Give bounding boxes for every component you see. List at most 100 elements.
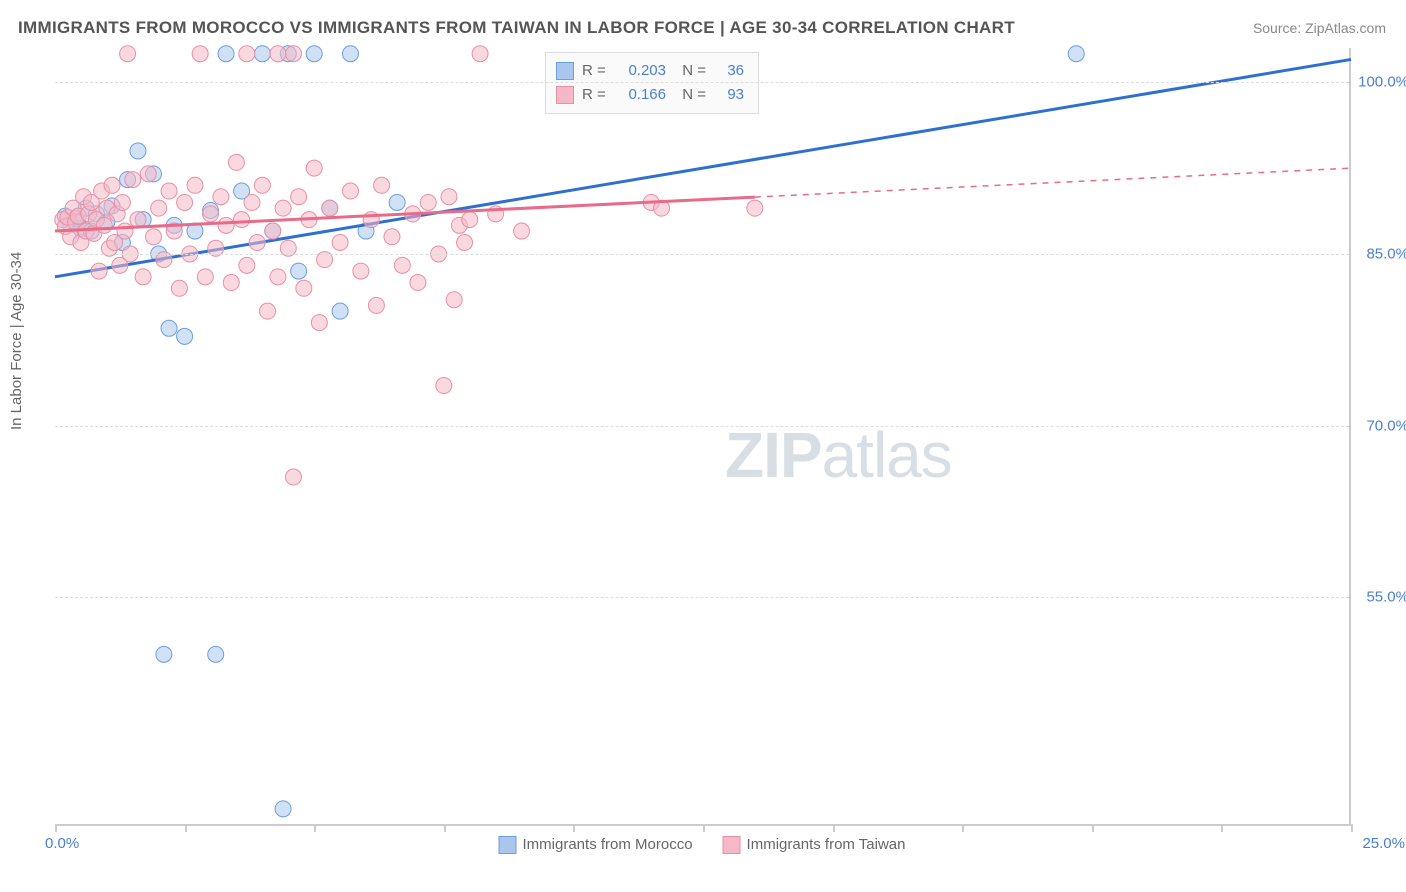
data-point-morocco xyxy=(332,303,348,319)
legend-row-taiwan: R = 0.166 N = 93 xyxy=(556,83,744,107)
swatch-morocco-icon xyxy=(499,836,517,854)
data-point-taiwan xyxy=(265,223,281,239)
data-point-taiwan xyxy=(228,154,244,170)
plot-svg xyxy=(55,48,1349,824)
data-point-taiwan xyxy=(125,172,141,188)
n-label: N = xyxy=(674,59,706,83)
data-point-taiwan xyxy=(514,223,530,239)
data-point-morocco xyxy=(218,46,234,62)
y-tick-label: 55.0% xyxy=(1366,589,1406,606)
data-point-taiwan xyxy=(322,200,338,216)
r-value-taiwan: 0.166 xyxy=(616,83,666,107)
data-point-taiwan xyxy=(91,263,107,279)
data-point-morocco xyxy=(275,801,291,817)
data-point-taiwan xyxy=(332,235,348,251)
x-tick xyxy=(573,824,575,832)
legend-item-morocco: Immigrants from Morocco xyxy=(499,836,693,854)
data-point-taiwan xyxy=(291,189,307,205)
data-point-morocco xyxy=(254,46,270,62)
data-point-taiwan xyxy=(161,183,177,199)
data-point-morocco xyxy=(177,328,193,344)
gridline xyxy=(55,597,1349,598)
data-point-taiwan xyxy=(117,223,133,239)
data-point-taiwan xyxy=(394,257,410,273)
n-label: N = xyxy=(674,83,706,107)
swatch-taiwan-icon xyxy=(723,836,741,854)
trend-line-dashed-taiwan xyxy=(755,168,1351,197)
data-point-taiwan xyxy=(410,275,426,291)
data-point-taiwan xyxy=(306,160,322,176)
swatch-morocco xyxy=(556,62,574,80)
legend-label-morocco: Immigrants from Morocco xyxy=(523,836,693,853)
data-point-taiwan xyxy=(203,206,219,222)
data-point-taiwan xyxy=(244,194,260,210)
data-point-taiwan xyxy=(96,217,112,233)
data-point-taiwan xyxy=(374,177,390,193)
data-point-taiwan xyxy=(218,217,234,233)
r-label: R = xyxy=(582,83,608,107)
data-point-morocco xyxy=(389,194,405,210)
series-legend: Immigrants from Morocco Immigrants from … xyxy=(499,836,906,854)
data-point-taiwan xyxy=(135,269,151,285)
x-tick xyxy=(962,824,964,832)
data-point-taiwan xyxy=(239,46,255,62)
data-point-morocco xyxy=(306,46,322,62)
data-point-taiwan xyxy=(114,194,130,210)
data-point-morocco xyxy=(130,143,146,159)
x-tick xyxy=(444,824,446,832)
data-point-taiwan xyxy=(171,280,187,296)
data-point-taiwan xyxy=(104,177,120,193)
data-point-taiwan xyxy=(254,177,270,193)
data-point-taiwan xyxy=(234,212,250,228)
data-point-morocco xyxy=(161,320,177,336)
data-point-taiwan xyxy=(472,46,488,62)
r-label: R = xyxy=(582,59,608,83)
y-tick-label: 70.0% xyxy=(1366,417,1406,434)
data-point-taiwan xyxy=(285,46,301,62)
y-axis-label: In Labor Force | Age 30-34 xyxy=(8,252,25,430)
data-point-taiwan xyxy=(130,212,146,228)
data-point-taiwan xyxy=(311,315,327,331)
legend-item-taiwan: Immigrants from Taiwan xyxy=(723,836,906,854)
data-point-taiwan xyxy=(353,263,369,279)
chart-title: IMMIGRANTS FROM MOROCCO VS IMMIGRANTS FR… xyxy=(18,18,1015,38)
r-value-morocco: 0.203 xyxy=(616,59,666,83)
data-point-taiwan xyxy=(260,303,276,319)
x-tick xyxy=(185,824,187,832)
x-tick xyxy=(1221,824,1223,832)
data-point-morocco xyxy=(342,46,358,62)
data-point-taiwan xyxy=(296,280,312,296)
data-point-taiwan xyxy=(249,235,265,251)
n-value-morocco: 36 xyxy=(714,59,744,83)
gridline xyxy=(55,82,1349,83)
x-tick xyxy=(314,824,316,832)
data-point-taiwan xyxy=(436,378,452,394)
data-point-taiwan xyxy=(368,297,384,313)
data-point-taiwan xyxy=(420,194,436,210)
data-point-taiwan xyxy=(145,229,161,245)
gridline xyxy=(55,426,1349,427)
data-point-taiwan xyxy=(239,257,255,273)
data-point-taiwan xyxy=(197,269,213,285)
x-min-label: 0.0% xyxy=(45,835,79,852)
data-point-morocco xyxy=(156,646,172,662)
data-point-morocco xyxy=(1068,46,1084,62)
data-point-taiwan xyxy=(747,200,763,216)
data-point-taiwan xyxy=(441,189,457,205)
data-point-taiwan xyxy=(270,46,286,62)
data-point-taiwan xyxy=(223,275,239,291)
plot-area: R = 0.203 N = 36 R = 0.166 N = 93 ZIPatl… xyxy=(55,48,1351,826)
data-point-taiwan xyxy=(285,469,301,485)
data-point-taiwan xyxy=(120,46,136,62)
x-tick xyxy=(1351,824,1353,832)
data-point-taiwan xyxy=(462,212,478,228)
swatch-taiwan xyxy=(556,86,574,104)
x-tick xyxy=(833,824,835,832)
gridline xyxy=(55,254,1349,255)
y-tick-label: 100.0% xyxy=(1358,74,1406,91)
legend-row-morocco: R = 0.203 N = 36 xyxy=(556,59,744,83)
data-point-taiwan xyxy=(151,200,167,216)
data-point-morocco xyxy=(208,646,224,662)
data-point-taiwan xyxy=(275,200,291,216)
data-point-taiwan xyxy=(192,46,208,62)
